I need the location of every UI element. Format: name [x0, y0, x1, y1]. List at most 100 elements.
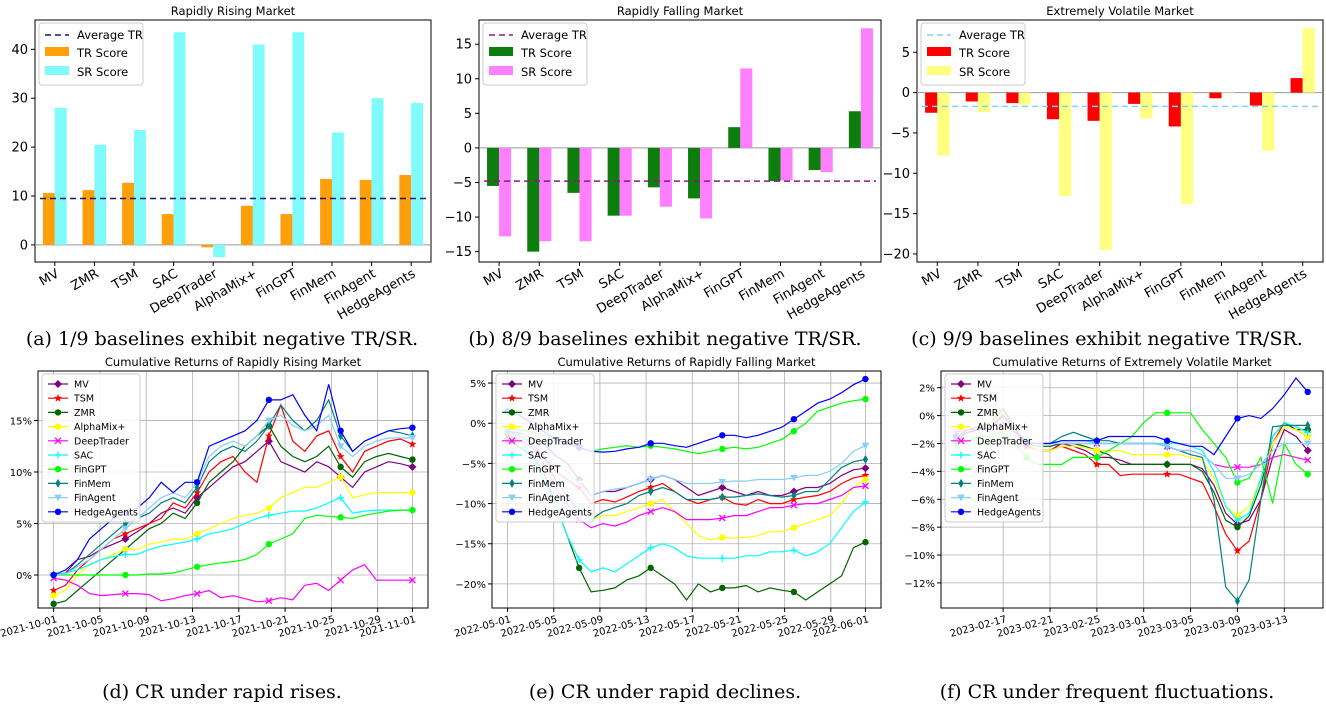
y-tick-label: −10 — [883, 167, 910, 182]
bar-tr-score-alphamix — [688, 147, 701, 199]
marker-finagent — [1303, 440, 1312, 448]
marker-finagent — [121, 525, 130, 533]
bar-sr-score-zmr — [539, 147, 552, 242]
marker-finmem — [1234, 596, 1241, 606]
legend-box — [944, 373, 1044, 523]
legend-label-mv: MV — [74, 380, 89, 391]
bar-tr-score-deeptrader — [201, 244, 214, 248]
bar-sr-score-deeptrader — [1099, 92, 1112, 250]
marker-tsm — [336, 452, 345, 460]
legend-marker-hedgeagents — [957, 508, 965, 515]
legend-label-tr: TR Score — [76, 46, 128, 60]
bar-sr-score-finagent — [820, 147, 833, 173]
marker-finagent — [408, 434, 417, 442]
legend-label-tr: TR Score — [520, 46, 572, 60]
marker-deeptrader — [790, 501, 798, 509]
bar-tr-score-finmem — [1209, 92, 1222, 99]
line-mv — [53, 440, 413, 576]
legend-marker-deeptrader — [957, 437, 965, 445]
chart-e: Cumulative Returns of Rapidly Falling Ma… — [453, 355, 882, 640]
marker-alphamix — [265, 504, 273, 512]
legend-swatch-sr — [489, 66, 513, 75]
marker-hedgeagents — [1163, 437, 1171, 444]
bar-tr-score-alphamix — [1128, 92, 1141, 104]
line-sac — [53, 496, 413, 576]
legend-marker-hedgeagents — [508, 508, 516, 515]
legend-label-sac: SAC — [977, 451, 997, 462]
legend-label-fingpt: FinGPT — [977, 465, 1010, 476]
marker-tsm — [121, 529, 130, 538]
marker-sac — [121, 550, 129, 558]
bar-sr-score-fingpt — [292, 32, 305, 245]
marker-fingpt — [193, 563, 201, 570]
marker-fingpt — [1093, 454, 1101, 461]
y-tick-label: −5% — [462, 459, 486, 470]
legend-label-deeptrader: DeepTrader — [528, 436, 583, 447]
y-tick-label: 0 — [20, 238, 28, 253]
bar-tr-score-sac — [161, 214, 174, 245]
marker-fingpt — [1304, 470, 1311, 478]
marker-finmem — [862, 454, 869, 464]
marker-hedgeagents — [265, 396, 273, 404]
legend-label-tsm: TSM — [527, 394, 548, 405]
line-alphamix — [53, 476, 413, 597]
marker-deeptrader — [718, 514, 726, 522]
chart-title: Rapidly Rising Market — [171, 4, 296, 18]
marker-zmr — [575, 564, 583, 572]
y-tick-label: 5 — [902, 46, 910, 61]
marker-sac — [1233, 516, 1241, 524]
line-zmr — [53, 424, 413, 605]
marker-sac — [193, 535, 201, 543]
x-tick-label-mv: MV — [919, 266, 944, 289]
legend: MV TSM ZMR AlphaMix+ DeepTrader SAC FinGPT FinM… — [41, 373, 141, 523]
legend-marker-sac — [54, 451, 62, 459]
marker-zmr — [337, 463, 344, 471]
bar-sr-score-zmr — [94, 144, 107, 245]
marker-finmem — [648, 487, 654, 497]
bar-tr-score-deeptrader — [647, 147, 660, 188]
legend-label-finagent: FinAgent — [528, 493, 570, 504]
legend-label-zmr: ZMR — [528, 408, 550, 419]
marker-alphamix — [719, 534, 726, 541]
legend-swatch-tr — [927, 47, 951, 56]
legend-label-sac: SAC — [528, 451, 548, 462]
caption-b: (b) 8/9 baselines exhibit negative TR/SR… — [468, 328, 861, 350]
marker-hedgeagents — [337, 427, 344, 434]
legend: Average TR TR Score SR Score — [482, 22, 588, 86]
bar-sr-score-finmem — [332, 132, 344, 245]
legend-marker-alphamix — [508, 423, 516, 430]
x-tick-label-tsm: TSM — [554, 266, 586, 293]
y-tick-label: 0 — [464, 141, 472, 156]
bar-sr-score-tsm — [134, 130, 146, 245]
y-tick-label: 0% — [919, 412, 935, 423]
bar-sr-score-zmr — [977, 92, 991, 112]
bar-tr-score-hedgeagents — [1290, 78, 1303, 93]
marker-fingpt — [719, 445, 726, 453]
legend: MV TSM ZMR AlphaMix+ DeepTrader SAC FinGPT FinM… — [495, 373, 595, 523]
y-tick-label: 15 — [455, 38, 472, 53]
y-tick-label: −20% — [455, 580, 486, 591]
marker-finagent — [861, 442, 870, 450]
bar-sr-score-mv — [937, 92, 950, 156]
y-tick-label: 0 — [902, 86, 910, 101]
bar-tr-score-alphamix — [240, 205, 253, 245]
legend-label-zmr: ZMR — [74, 408, 96, 419]
bar-sr-score-tsm — [1018, 92, 1031, 105]
bar-sr-score-finmem — [1221, 92, 1234, 94]
legend-swatch-tr — [45, 47, 69, 56]
x-tick-label-mv: MV — [481, 266, 506, 289]
y-tick-label: −12% — [904, 579, 935, 590]
marker-tsm — [1163, 470, 1172, 478]
plot-frame — [478, 19, 882, 263]
bar-sr-score-hedgeagents — [411, 103, 424, 245]
bar-sr-score-tsm — [579, 147, 592, 242]
marker-alphamix — [1093, 447, 1101, 454]
bar-tr-score-fingpt — [1168, 92, 1181, 127]
bar-tr-score-finagent — [359, 179, 372, 245]
marker-alphamix — [647, 500, 654, 507]
caption-d: (d) CR under rapid rises. — [102, 681, 342, 703]
marker-deeptrader — [408, 576, 416, 584]
bar-sr-score-finagent — [1262, 92, 1275, 151]
